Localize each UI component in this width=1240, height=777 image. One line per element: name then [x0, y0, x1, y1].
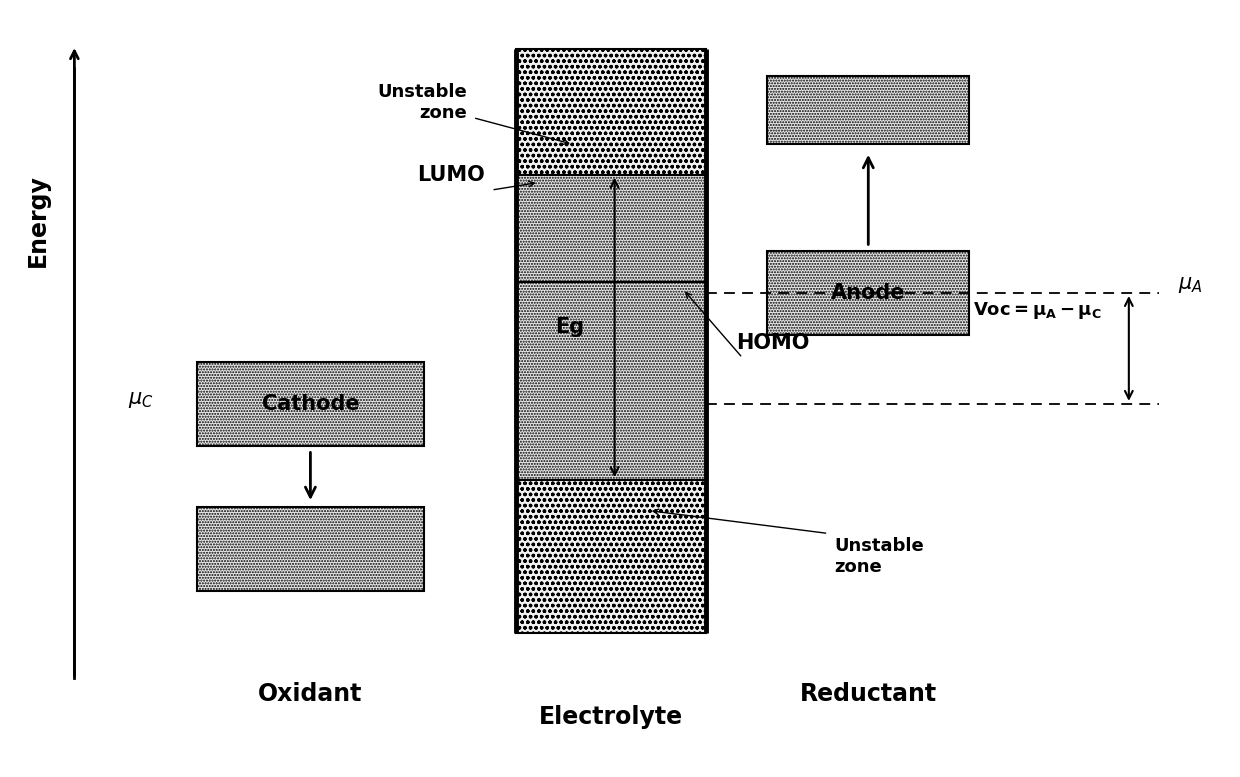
Text: $\mu_A$: $\mu_A$	[1178, 276, 1203, 295]
Text: Anode: Anode	[831, 283, 905, 303]
Bar	[516, 49, 706, 175]
Bar	[768, 251, 970, 335]
Bar	[197, 362, 424, 446]
Text: Eg: Eg	[554, 318, 584, 337]
Text: $\mathbf{Voc = \mu_A - \mu_C}$: $\mathbf{Voc = \mu_A - \mu_C}$	[972, 300, 1101, 321]
Text: LUMO: LUMO	[418, 165, 485, 185]
Text: Energy: Energy	[26, 174, 50, 267]
Bar	[516, 282, 706, 480]
Bar	[768, 75, 970, 145]
Text: $\mu_C$: $\mu_C$	[129, 390, 154, 410]
Text: Unstable
zone: Unstable zone	[377, 83, 466, 122]
Bar	[197, 507, 424, 591]
Text: HOMO: HOMO	[737, 333, 810, 353]
Text: Oxidant: Oxidant	[258, 681, 362, 706]
Bar	[516, 175, 706, 282]
Text: Reductant: Reductant	[800, 681, 937, 706]
Text: Electrolyte: Electrolyte	[538, 705, 683, 729]
Text: Unstable
zone: Unstable zone	[835, 537, 924, 576]
Text: Cathode: Cathode	[262, 394, 360, 414]
Bar	[516, 480, 706, 632]
